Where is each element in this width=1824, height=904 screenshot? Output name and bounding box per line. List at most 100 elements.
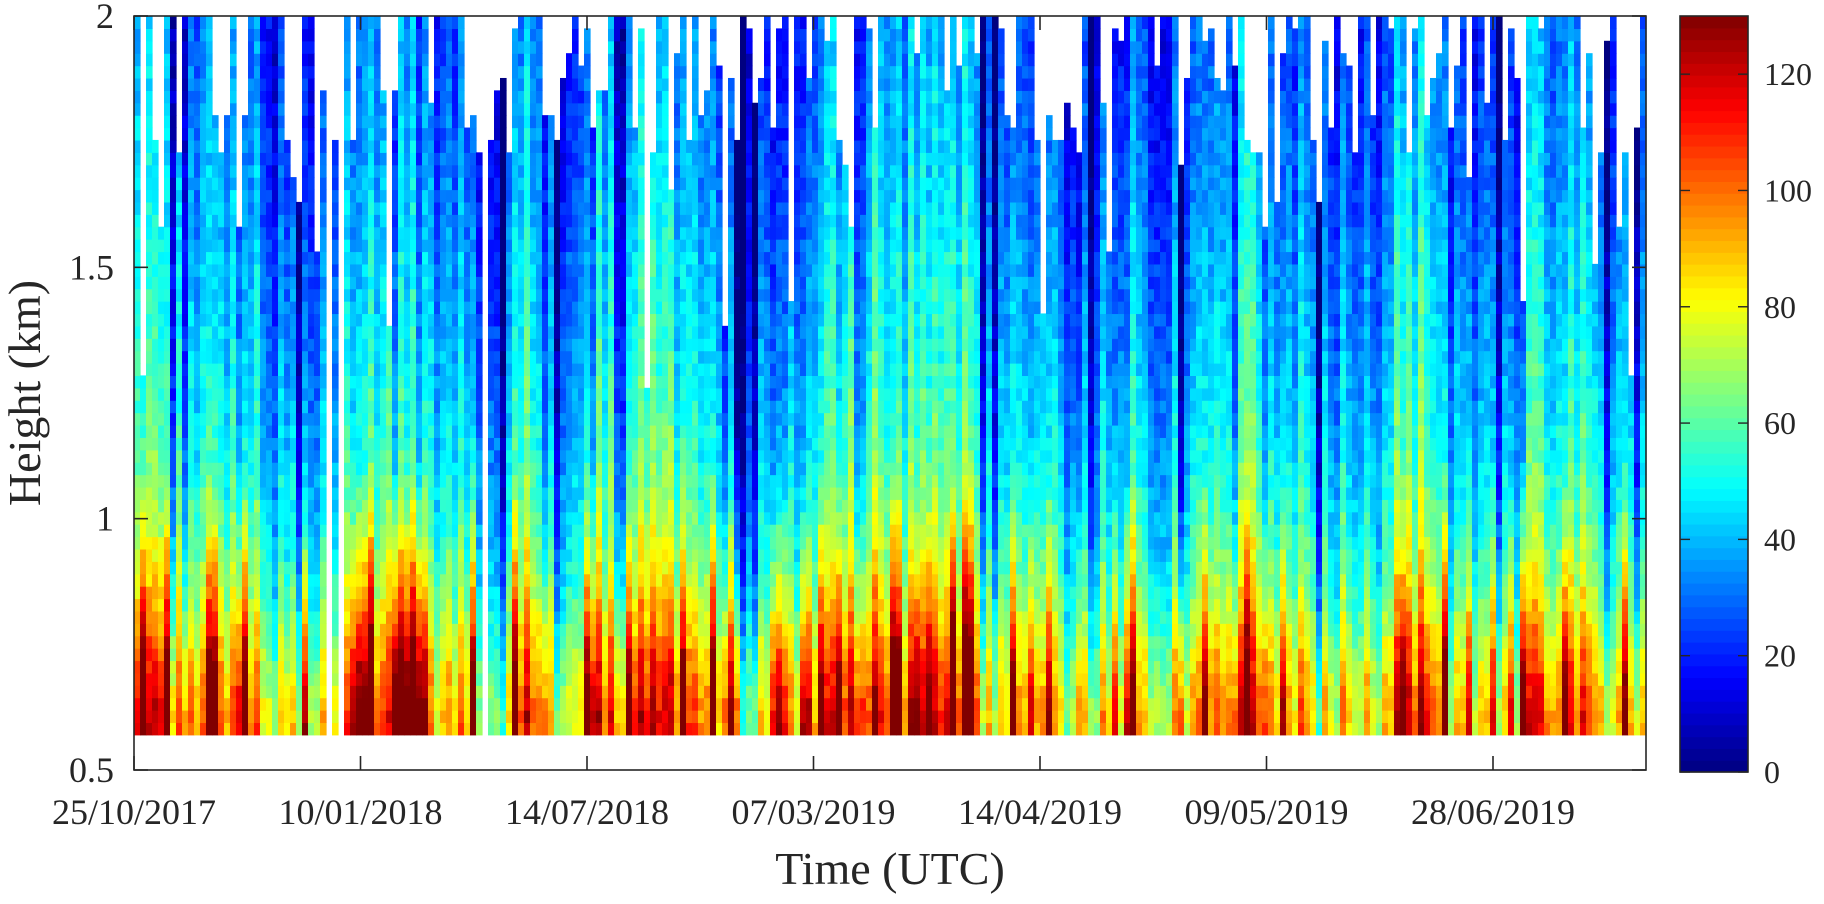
heatmap-cell: [374, 65, 381, 79]
heatmap-cell: [614, 635, 621, 649]
heatmap-cell: [710, 635, 717, 649]
heatmap-cell: [458, 474, 465, 488]
heatmap-cell: [134, 635, 141, 649]
heatmap-cell: [536, 486, 543, 500]
heatmap-cell: [152, 536, 159, 550]
heatmap-cell: [566, 462, 573, 476]
heatmap-cell: [170, 313, 177, 327]
heatmap-cell: [380, 710, 387, 724]
heatmap-cell: [668, 710, 675, 724]
heatmap-cell: [674, 189, 681, 203]
heatmap-cell: [200, 102, 207, 116]
heatmap-cell: [266, 437, 273, 451]
heatmap-cell: [362, 313, 369, 327]
heatmap-cell: [512, 660, 519, 674]
heatmap-cell: [512, 697, 519, 711]
heatmap-cell: [680, 660, 687, 674]
heatmap-cell: [668, 189, 675, 203]
heatmap-cell: [410, 536, 417, 550]
heatmap-cell: [602, 586, 609, 600]
heatmap-cell: [710, 288, 717, 302]
heatmap-cell: [518, 710, 525, 724]
heatmap-cell: [614, 251, 621, 265]
heatmap-cell: [236, 226, 243, 240]
heatmap-cell: [134, 363, 141, 376]
heatmap-cell: [692, 561, 699, 575]
heatmap-cell: [206, 387, 213, 401]
heatmap-cell: [218, 462, 225, 476]
heatmap-cell: [200, 685, 207, 699]
heatmap-cell: [596, 90, 603, 104]
heatmap-cell: [320, 152, 327, 166]
heatmap-cell: [596, 437, 603, 451]
heatmap-cell: [542, 338, 549, 352]
heatmap-cell: [452, 115, 459, 129]
heatmap-cell: [218, 313, 225, 327]
heatmap-cell: [638, 424, 645, 438]
heatmap-cell: [404, 548, 411, 562]
heatmap-cell: [182, 102, 189, 116]
heatmap-cell: [536, 263, 543, 277]
heatmap-cell: [662, 16, 669, 29]
heatmap-cell: [692, 511, 699, 525]
heatmap-cell: [674, 710, 681, 724]
heatmap-cell: [704, 90, 711, 104]
heatmap-cell: [452, 28, 459, 42]
heatmap-cell: [446, 16, 453, 29]
heatmap-cell: [584, 573, 591, 587]
heatmap-cell: [266, 288, 273, 302]
heatmap-cell: [206, 685, 213, 699]
heatmap-cell: [692, 313, 699, 327]
heatmap-cell: [626, 90, 633, 104]
heatmap-cell: [434, 338, 441, 352]
heatmap-cell: [380, 276, 387, 290]
heatmap-cell: [566, 561, 573, 575]
heatmap-cell: [524, 660, 531, 674]
heatmap-cell: [194, 561, 201, 575]
heatmap-cell: [572, 65, 579, 79]
heatmap-cell: [392, 710, 399, 724]
heatmap-cell: [212, 325, 219, 339]
heatmap-cell: [248, 598, 255, 612]
heatmap-cell: [680, 276, 687, 290]
heatmap-cell: [440, 139, 447, 153]
heatmap-cell: [206, 412, 213, 426]
heatmap-cell: [248, 239, 255, 253]
heatmap-cell: [284, 139, 291, 153]
heatmap-cell: [290, 201, 297, 215]
heatmap-cell: [590, 152, 597, 166]
heatmap-cell: [680, 189, 687, 203]
heatmap-cell: [344, 387, 351, 401]
heatmap-cell: [524, 115, 531, 129]
heatmap-cell: [548, 350, 555, 364]
heatmap-cell: [518, 201, 525, 215]
heatmap-cell: [428, 672, 435, 686]
heatmap-cell: [158, 598, 165, 612]
heatmap-cell: [212, 363, 219, 376]
heatmap-cell: [356, 313, 363, 327]
heatmap-cell: [674, 375, 681, 389]
heatmap-cell: [566, 710, 573, 724]
heatmap-cell: [680, 127, 687, 141]
heatmap-cell: [236, 561, 243, 575]
heatmap-cell: [680, 28, 687, 42]
heatmap-cell: [578, 685, 585, 699]
heatmap-cell: [716, 710, 723, 724]
heatmap-cell: [548, 672, 555, 686]
heatmap-cell: [560, 313, 567, 327]
heatmap-cell: [416, 462, 423, 476]
heatmap-cell: [542, 387, 549, 401]
heatmap-cell: [380, 263, 387, 277]
heatmap-cell: [626, 338, 633, 352]
heatmap-cell: [704, 363, 711, 376]
heatmap-cell: [134, 251, 141, 265]
heatmap-cell: [260, 226, 267, 240]
heatmap-cell: [224, 177, 231, 191]
heatmap-cell: [626, 375, 633, 389]
heatmap-cell: [350, 189, 357, 203]
heatmap-cell: [680, 375, 687, 389]
heatmap-cell: [428, 648, 435, 662]
heatmap-cell: [494, 412, 501, 426]
heatmap-cell: [188, 548, 195, 562]
heatmap-cell: [296, 697, 303, 711]
